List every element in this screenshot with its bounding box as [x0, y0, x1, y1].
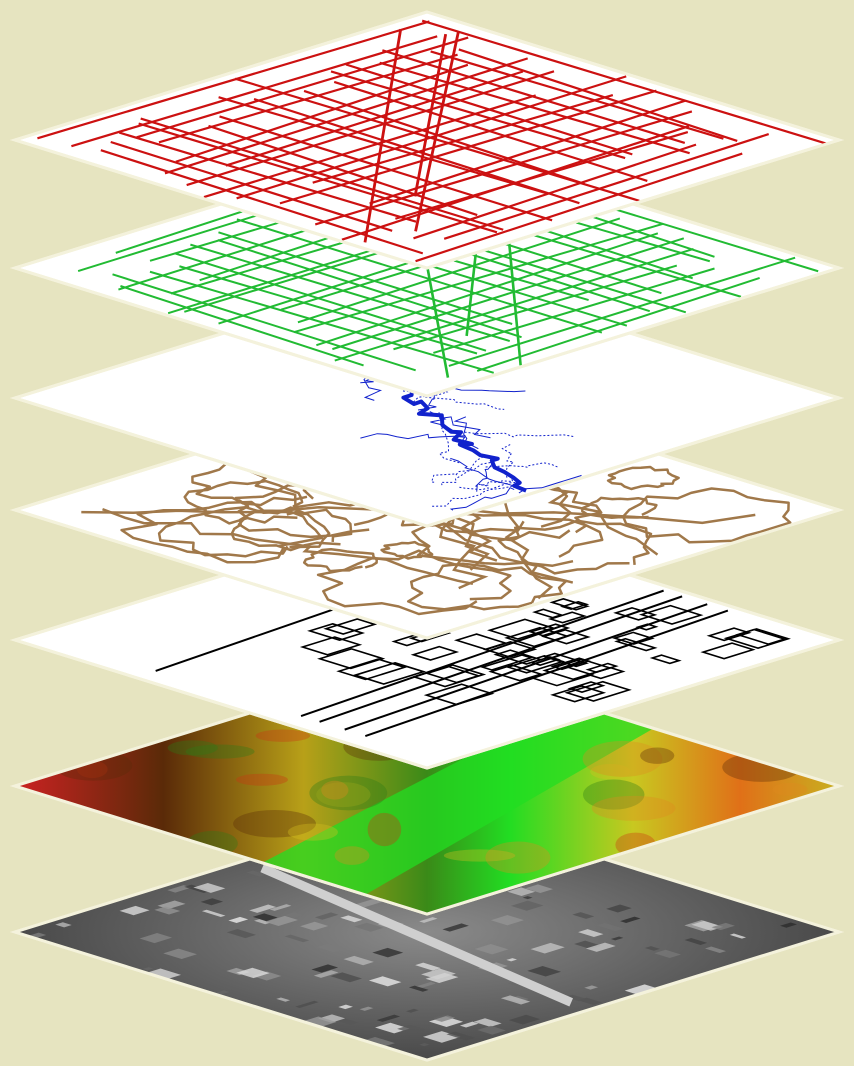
layer-parcels [9, 510, 845, 770]
layer-aerial-imagery [9, 802, 845, 1062]
layer-content-streets [37, 19, 827, 263]
layer-streets [9, 10, 845, 270]
